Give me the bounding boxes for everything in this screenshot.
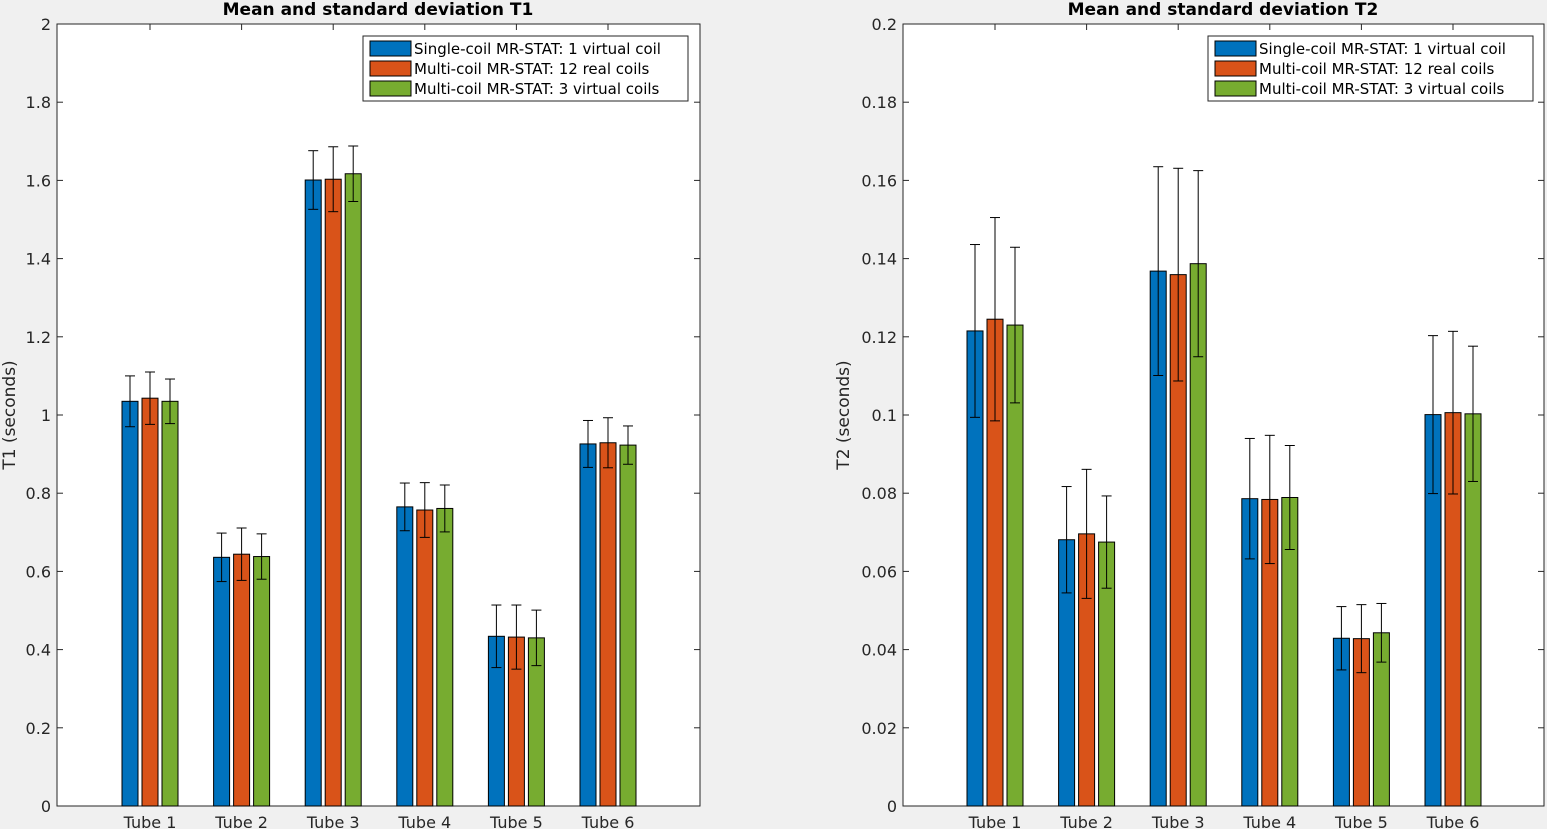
- y-tick-label: 0.8: [26, 484, 51, 503]
- x-tick-label: Tube 6: [581, 813, 635, 829]
- y-tick-label: 0.12: [861, 328, 897, 347]
- x-ticks-t1: Tube 1 Tube 2 Tube 3 Tube 4 Tube 5 Tube 6: [123, 24, 635, 829]
- x-tick-label: Tube 3: [1151, 813, 1205, 829]
- x-tick-label: Tube 4: [1242, 813, 1296, 829]
- bar: [304, 179, 322, 807]
- y-tick-label: 0.4: [26, 641, 51, 660]
- y-tick-label: 1.2: [26, 328, 51, 347]
- error-bars-t2: [970, 166, 1478, 674]
- legend-swatch: [1214, 80, 1257, 97]
- y-tick-label: 0.02: [861, 719, 897, 738]
- bar: [324, 178, 342, 807]
- legend-t2: Single-coil MR-STAT: 1 virtual coil Multi…: [1207, 35, 1534, 102]
- axes-t1: Mean and standard deviation T1 T1 (secon…: [0, 0, 701, 829]
- legend-label: Single-coil MR-STAT: 1 virtual coil: [1259, 40, 1506, 58]
- x-tick-label: Tube 2: [1059, 813, 1113, 829]
- y-tick-label: 1.4: [26, 250, 51, 269]
- y-ticks-t1: 0 0.2 0.4 0.6 0.8 1 1.2 1.4 1.6 1.8 2: [26, 15, 700, 816]
- y-tick-label: 0.1: [872, 406, 897, 425]
- y-tick-label: 0.14: [861, 250, 897, 269]
- legend-swatch: [1214, 40, 1257, 57]
- y-tick-label: 0.04: [861, 641, 897, 660]
- y-axis-label-t2: T2 (seconds): [834, 360, 854, 470]
- bar: [213, 556, 231, 807]
- legend-swatch: [369, 40, 412, 57]
- legend-swatch: [369, 80, 412, 97]
- y-tick-label: 0.06: [861, 562, 897, 581]
- x-tick-label: Tube 5: [489, 813, 543, 829]
- bar: [253, 556, 271, 807]
- legend-label: Multi-coil MR-STAT: 3 virtual coils: [414, 80, 660, 98]
- bar: [579, 443, 597, 807]
- bar: [161, 400, 179, 807]
- x-tick-label: Tube 5: [1334, 813, 1388, 829]
- legend-label: Multi-coil MR-STAT: 12 real coils: [414, 60, 650, 78]
- bar: [344, 173, 362, 807]
- legend-label: Single-coil MR-STAT: 1 virtual coil: [414, 40, 661, 58]
- error-bars-t1: [125, 145, 633, 670]
- legend-box-t2: [1207, 35, 1534, 102]
- y-ticks-t2: 0 0.02 0.04 0.06 0.08 0.1 0.12 0.14 0.16 0.18 0.2: [861, 15, 1544, 816]
- y-tick-label: 2: [41, 15, 51, 34]
- chart-title-t2: Mean and standard deviation T2: [1068, 0, 1379, 20]
- bar: [619, 444, 637, 807]
- chart-title-t1: Mean and standard deviation T1: [223, 0, 534, 20]
- legend-t1: Single-coil MR-STAT: 1 virtual coil Multi…: [362, 35, 689, 102]
- y-tick-label: 0.2: [872, 15, 897, 34]
- y-tick-label: 0.16: [861, 171, 897, 190]
- x-tick-label: Tube 6: [1426, 813, 1480, 829]
- bar: [416, 509, 434, 807]
- x-tick-label: Tube 3: [306, 813, 360, 829]
- legend-box-t1: [362, 35, 689, 102]
- y-tick-label: 0: [41, 797, 51, 816]
- legend-label: Multi-coil MR-STAT: 3 virtual coils: [1259, 80, 1505, 98]
- legend-swatch: [1214, 60, 1257, 77]
- axes-t2: Mean and standard deviation T2 T2 (secon…: [834, 0, 1545, 829]
- y-tick-label: 0.08: [861, 484, 897, 503]
- x-tick-label: Tube 1: [968, 813, 1022, 829]
- y-tick-label: 0: [887, 797, 897, 816]
- bars-t1: [121, 173, 637, 807]
- bar: [121, 400, 139, 807]
- y-tick-label: 1.6: [26, 171, 51, 190]
- y-tick-label: 0.6: [26, 562, 51, 581]
- bar: [599, 442, 617, 807]
- x-tick-label: Tube 4: [397, 813, 451, 829]
- bar: [396, 506, 414, 807]
- y-tick-label: 0.18: [861, 93, 897, 112]
- y-tick-label: 1: [41, 406, 51, 425]
- x-tick-label: Tube 1: [123, 813, 177, 829]
- y-tick-label: 0.2: [26, 719, 51, 738]
- y-tick-label: 1.8: [26, 93, 51, 112]
- y-axis-label-t1: T1 (seconds): [0, 360, 20, 470]
- legend-label: Multi-coil MR-STAT: 12 real coils: [1259, 60, 1495, 78]
- x-ticks-t2: Tube 1 Tube 2 Tube 3 Tube 4 Tube 5 Tube 6: [968, 24, 1480, 829]
- bars-t2: [966, 263, 1482, 807]
- bar: [436, 507, 454, 807]
- bar: [233, 553, 251, 807]
- legend-swatch: [369, 60, 412, 77]
- bar: [141, 397, 159, 807]
- x-tick-label: Tube 2: [214, 813, 268, 829]
